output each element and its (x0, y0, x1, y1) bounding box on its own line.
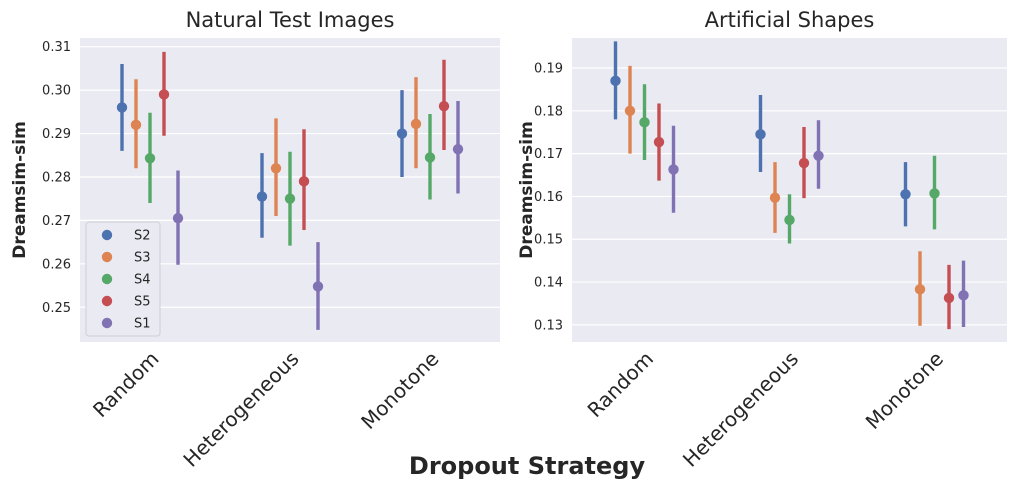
x-ticks-natural: Random Heterogeneous Monotone (88, 347, 444, 472)
x-tick-label: Monotone (356, 347, 443, 434)
y-axis-label-artificial: Dreamsim-sim (517, 121, 537, 259)
y-tick-label: 0.14 (534, 276, 563, 291)
legend-marker-s3 (101, 251, 113, 263)
point-s1 (312, 281, 324, 292)
legend-label-s5: S5 (134, 295, 151, 310)
legend-marker-s2 (101, 229, 113, 241)
y-axis-label-natural: Dreamsim-sim (10, 121, 30, 259)
point-s5 (298, 176, 310, 187)
panel-natural-test-images: 0.25 0.26 0.27 0.28 0.29 0.30 0.31 Random Heter… (10, 8, 500, 472)
legend-marker-s1 (101, 317, 113, 329)
point-s3 (410, 118, 422, 130)
point-s4 (144, 153, 156, 164)
legend-label-s3: S3 (134, 251, 151, 266)
point-s2 (256, 191, 268, 202)
legend-label-s1: S1 (134, 317, 151, 332)
point-s4 (284, 193, 296, 204)
point-s4 (424, 152, 436, 163)
point-s5 (798, 157, 810, 169)
point-s3 (914, 284, 926, 295)
legend-label-s2: S2 (134, 229, 151, 244)
point-s5 (943, 292, 955, 304)
point-s3 (270, 163, 282, 174)
legend-box (85, 221, 161, 337)
legend-label-s4: S4 (134, 273, 151, 288)
y-tick-label: 0.29 (42, 127, 71, 142)
y-ticks-natural: 0.25 0.26 0.27 0.28 0.29 0.30 0.31 (42, 40, 71, 316)
x-tick-label: Heterogeneous (678, 347, 803, 472)
panel-artificial-shapes: 0.13 0.14 0.15 0.16 0.17 0.18 0.19 Random Heter… (517, 8, 1007, 472)
chart-title-natural: Natural Test Images (186, 8, 395, 32)
marks-natural (116, 51, 464, 330)
point-s4 (929, 188, 940, 199)
point-s5 (158, 89, 170, 100)
y-tick-label: 0.18 (534, 104, 563, 119)
marks-artificial (610, 41, 969, 330)
y-tick-label: 0.31 (42, 40, 71, 55)
y-tick-label: 0.15 (534, 233, 563, 248)
x-tick-label: Heterogeneous (178, 347, 303, 472)
point-s1 (958, 290, 969, 301)
point-s3 (624, 105, 636, 116)
legend-marker-s4 (101, 273, 113, 285)
y-tick-label: 0.17 (534, 147, 563, 162)
point-s2 (900, 189, 911, 200)
y-tick-label: 0.30 (42, 84, 71, 99)
figure-x-axis-label: Dropout Strategy (409, 452, 646, 480)
y-ticks-artificial: 0.13 0.14 0.15 0.16 0.17 0.18 0.19 (534, 61, 563, 333)
point-s2 (396, 128, 408, 139)
x-tick-label: Random (583, 347, 659, 423)
y-tick-label: 0.27 (42, 214, 71, 229)
point-s4 (639, 117, 650, 128)
y-tick-label: 0.26 (42, 257, 71, 272)
point-s5 (653, 136, 665, 148)
x-tick-label: Random (88, 347, 164, 423)
point-s1 (172, 213, 184, 224)
legend: S2 S3 S4 S5 S1 (85, 221, 161, 337)
point-s2 (116, 102, 128, 113)
y-tick-label: 0.28 (42, 170, 71, 185)
point-s1 (668, 164, 679, 175)
y-tick-label: 0.19 (534, 61, 563, 76)
y-tick-label: 0.13 (534, 318, 563, 333)
point-s2 (610, 75, 621, 87)
point-s3 (769, 192, 781, 203)
y-tick-label: 0.16 (534, 190, 563, 205)
chart-title-artificial: Artificial Shapes (705, 8, 875, 32)
point-s4 (784, 214, 795, 226)
point-s1 (813, 150, 824, 161)
x-tick-label: Monotone (861, 347, 948, 434)
point-s3 (130, 119, 142, 131)
point-s2 (755, 129, 766, 140)
y-tick-label: 0.25 (42, 301, 71, 316)
point-s1 (452, 143, 464, 155)
plot-area-artificial (572, 38, 1007, 342)
legend-marker-s5 (101, 295, 113, 307)
point-s5 (438, 100, 450, 112)
